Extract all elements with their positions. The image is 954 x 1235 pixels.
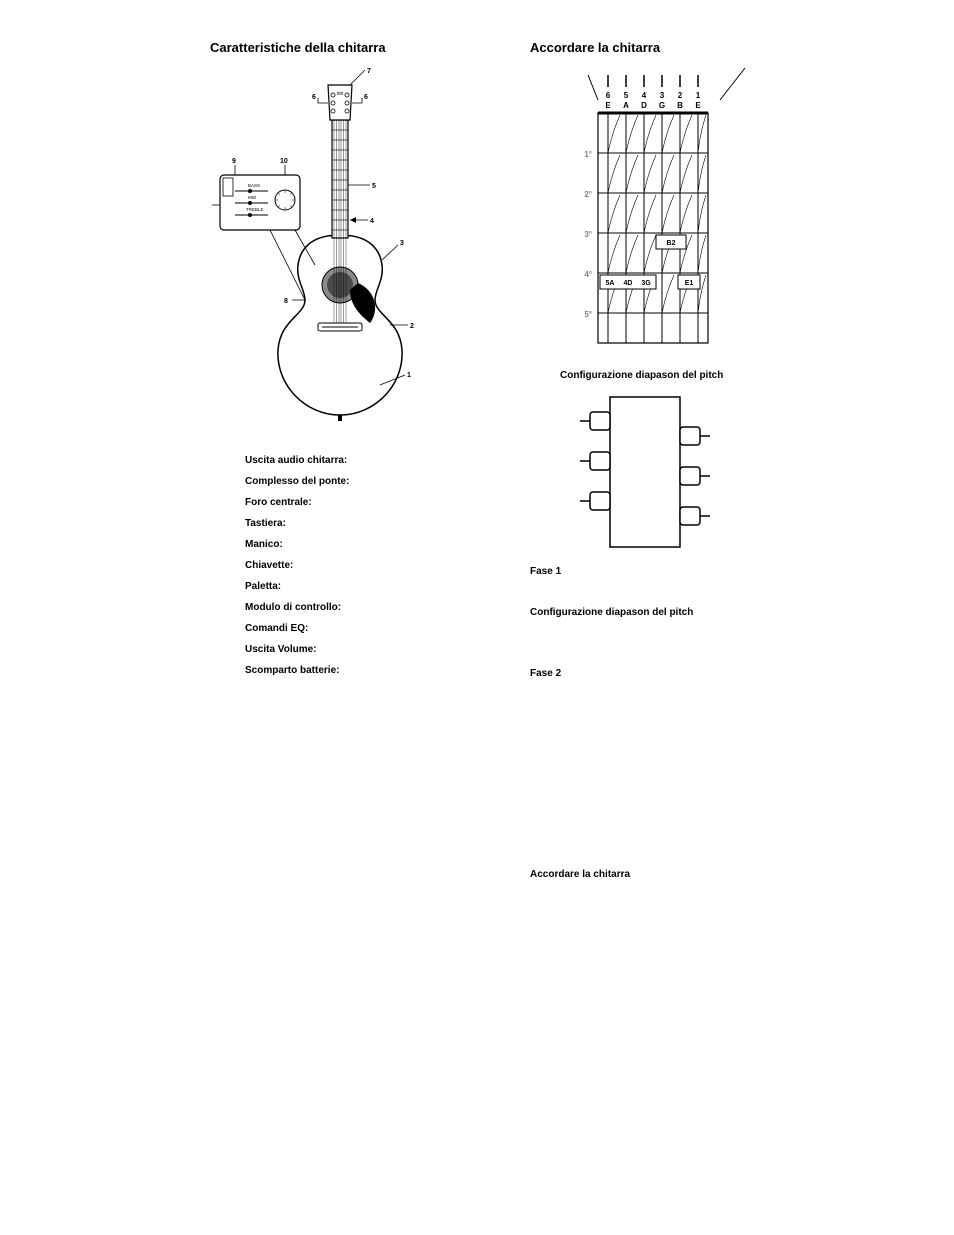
fret-label: 3° bbox=[584, 230, 592, 239]
callout-11: 11 bbox=[210, 203, 211, 210]
feature-list: Uscita audio chitarra: Complesso del pon… bbox=[245, 450, 500, 681]
eq-label-treble: TREBLE bbox=[246, 207, 264, 212]
string-num: 1 bbox=[696, 91, 701, 100]
guitar-diagram: ion BASS bbox=[210, 65, 470, 425]
feature-item: Paletta: bbox=[245, 576, 500, 597]
left-heading: Caratteristiche della chitarra bbox=[210, 40, 500, 55]
callout-6-left: 6 bbox=[312, 94, 316, 101]
string-num: 6 bbox=[606, 91, 611, 100]
phase-2-label: Fase 2 bbox=[530, 668, 790, 679]
eq-label-mid: MID bbox=[248, 195, 257, 200]
callout-6-right: 6 bbox=[364, 94, 368, 101]
fret-labels: 1° 2° 3° 4° 5° bbox=[584, 150, 592, 319]
soundhole-icon bbox=[327, 272, 353, 298]
two-column-layout: Caratteristiche della chitarra bbox=[50, 40, 904, 880]
string-num: 4 bbox=[642, 91, 647, 100]
nut-edge-left bbox=[588, 75, 598, 100]
callout-4: 4 bbox=[370, 218, 374, 225]
eq-label-bass: BASS bbox=[248, 183, 260, 188]
right-column: Accordare la chitarra 6 bbox=[530, 40, 790, 880]
right-heading: Accordare la chitarra bbox=[530, 40, 790, 55]
string-num: 3 bbox=[660, 91, 665, 100]
feature-item: Uscita Volume: bbox=[245, 639, 500, 660]
feature-item: Scomparto batterie: bbox=[245, 660, 500, 681]
page: Caratteristiche della chitarra bbox=[0, 0, 954, 1235]
headstock-diagram bbox=[560, 387, 740, 557]
string-stubs bbox=[608, 75, 698, 87]
feature-item: Chiavette: bbox=[245, 555, 500, 576]
callout-2: 2 bbox=[410, 323, 414, 330]
feature-item: Manico: bbox=[245, 534, 500, 555]
callout-1: 1 bbox=[407, 372, 411, 379]
left-column: Caratteristiche della chitarra bbox=[210, 40, 500, 880]
tuners-left bbox=[580, 412, 610, 510]
strap-pin-icon bbox=[338, 415, 342, 421]
feature-item: Comandi EQ: bbox=[245, 618, 500, 639]
string-note: A bbox=[623, 101, 629, 110]
marker-4d: 4D bbox=[624, 280, 633, 287]
fretboard-diagram: 6 5 4 3 2 1 E A D G B E bbox=[560, 65, 760, 355]
marker-3g: 3G bbox=[641, 280, 651, 287]
pitch-config-label-2: Configurazione diapason del pitch bbox=[530, 607, 790, 618]
callout-7: 7 bbox=[367, 68, 371, 75]
feature-item: Uscita audio chitarra: bbox=[245, 450, 500, 471]
callout-9: 9 bbox=[232, 158, 236, 165]
string-number-row: 6 5 4 3 2 1 bbox=[606, 91, 701, 100]
tune-subheading: Accordare la chitarra bbox=[530, 869, 790, 880]
fretboard-outline bbox=[598, 113, 708, 343]
marker-5a: 5A bbox=[606, 280, 615, 287]
fret-label: 5° bbox=[584, 310, 592, 319]
string-note: G bbox=[659, 101, 665, 110]
nut-edge-right bbox=[720, 68, 745, 100]
feature-item: Foro centrale: bbox=[245, 492, 500, 513]
string-num: 5 bbox=[624, 91, 629, 100]
callout-8: 8 bbox=[284, 298, 288, 305]
string-note: B bbox=[677, 101, 683, 110]
callout-5: 5 bbox=[372, 183, 376, 190]
callout-3: 3 bbox=[400, 240, 404, 247]
string-num: 2 bbox=[678, 91, 683, 100]
feature-item: Complesso del ponte: bbox=[245, 471, 500, 492]
string-note: D bbox=[641, 101, 647, 110]
marker-e1: E1 bbox=[685, 280, 694, 287]
fret-label: 4° bbox=[584, 270, 592, 279]
feature-item: Modulo di controllo: bbox=[245, 597, 500, 618]
fret-label: 1° bbox=[584, 150, 592, 159]
tuners-right bbox=[680, 427, 710, 525]
string-note: E bbox=[695, 101, 701, 110]
callout-10: 10 bbox=[280, 158, 288, 165]
headstock-body bbox=[610, 397, 680, 547]
marker-b2: B2 bbox=[667, 240, 676, 247]
logo-text: ion bbox=[337, 91, 344, 97]
string-note-row: E A D G B E bbox=[605, 101, 701, 110]
battery-icon bbox=[223, 178, 233, 196]
fret-label: 2° bbox=[584, 190, 592, 199]
feature-item: Tastiera: bbox=[245, 513, 500, 534]
phase-1-label: Fase 1 bbox=[530, 566, 790, 577]
pitch-config-label-1: Configurazione diapason del pitch bbox=[560, 370, 790, 381]
string-note: E bbox=[605, 101, 611, 110]
